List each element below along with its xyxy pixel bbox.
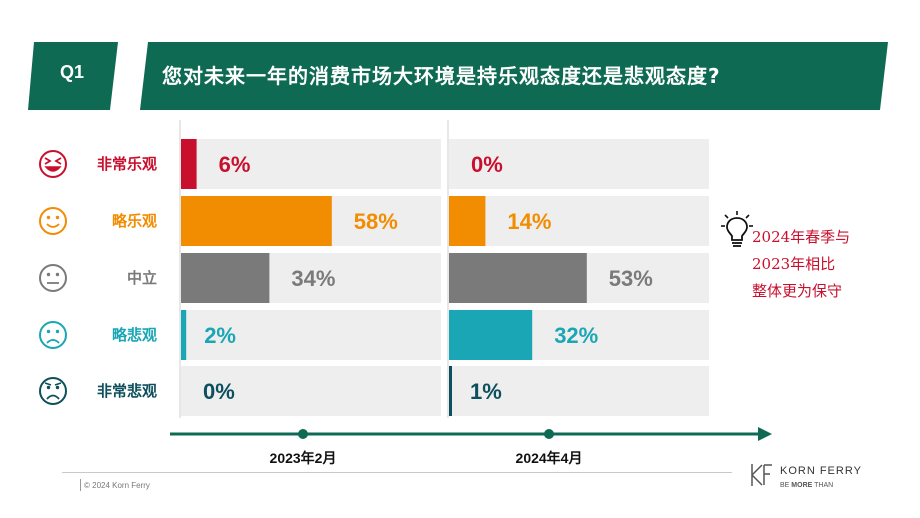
- neutral-face-icon: [39, 264, 67, 292]
- timeline-marker-2024: [544, 429, 554, 439]
- category-label: 非常乐观: [97, 155, 157, 173]
- data-label: 0%: [203, 379, 235, 404]
- bar-background: [449, 366, 709, 416]
- bar: [449, 366, 452, 416]
- annotation-line: 整体更为保守: [752, 282, 843, 300]
- brand-tagline: BE MORE THAN: [780, 482, 834, 489]
- data-label: 6%: [219, 152, 251, 177]
- bar: [449, 310, 533, 360]
- data-label: 1%: [470, 379, 502, 404]
- data-label: 34%: [291, 266, 335, 291]
- bar: [449, 253, 587, 303]
- data-label: 2%: [204, 323, 236, 348]
- brand-name: KORN FERRY: [780, 465, 862, 477]
- period-label-2024: 2024年4月: [516, 450, 583, 466]
- smiling-face-icon: [39, 207, 67, 235]
- bar-background: [181, 139, 441, 189]
- bar: [181, 310, 187, 360]
- header-banner: [28, 42, 888, 110]
- korn-ferry-logo-icon: [751, 464, 772, 486]
- data-label: 0%: [471, 152, 503, 177]
- laughing-face-icon: [39, 150, 67, 178]
- annotation-note: 2024年春季与 2023年相比 整体更为保守: [752, 224, 850, 305]
- lightbulb-icon: [721, 211, 753, 247]
- category-label: 非常悲观: [97, 382, 157, 400]
- question-number: Q1: [60, 62, 85, 82]
- bar: [181, 196, 332, 246]
- bar-background: [181, 310, 441, 360]
- frowning-face-icon: [39, 321, 67, 349]
- footer-divider: [62, 472, 732, 473]
- timeline-arrow-icon: [758, 427, 772, 441]
- sad-face-icon: [39, 377, 67, 405]
- bar-background: [449, 196, 709, 246]
- data-label: 14%: [507, 209, 551, 234]
- category-label: 中立: [127, 269, 157, 287]
- category-label: 略乐观: [112, 212, 157, 230]
- bar-background: [181, 366, 441, 416]
- bar-background: [449, 139, 709, 189]
- annotation-line: 2024年春季与: [752, 228, 851, 246]
- footer-bar: [80, 479, 81, 491]
- data-label: 58%: [354, 209, 398, 234]
- period-label-2023: 2023年2月: [270, 450, 337, 466]
- question-title: 您对未来一年的消费市场大环境是持乐观态度还是悲观态度?: [162, 64, 721, 88]
- brand-logo: KORN FERRY BE MORE THAN: [750, 462, 870, 498]
- timeline-marker-2023: [298, 429, 308, 439]
- bar: [181, 139, 197, 189]
- bar: [181, 253, 270, 303]
- data-label: 32%: [554, 323, 598, 348]
- bar: [449, 196, 486, 246]
- category-label: 略悲观: [112, 326, 157, 344]
- annotation-line: 2023年相比: [752, 255, 836, 273]
- data-label: 53%: [609, 266, 653, 291]
- copyright-text: © 2024 Korn Ferry: [84, 481, 150, 490]
